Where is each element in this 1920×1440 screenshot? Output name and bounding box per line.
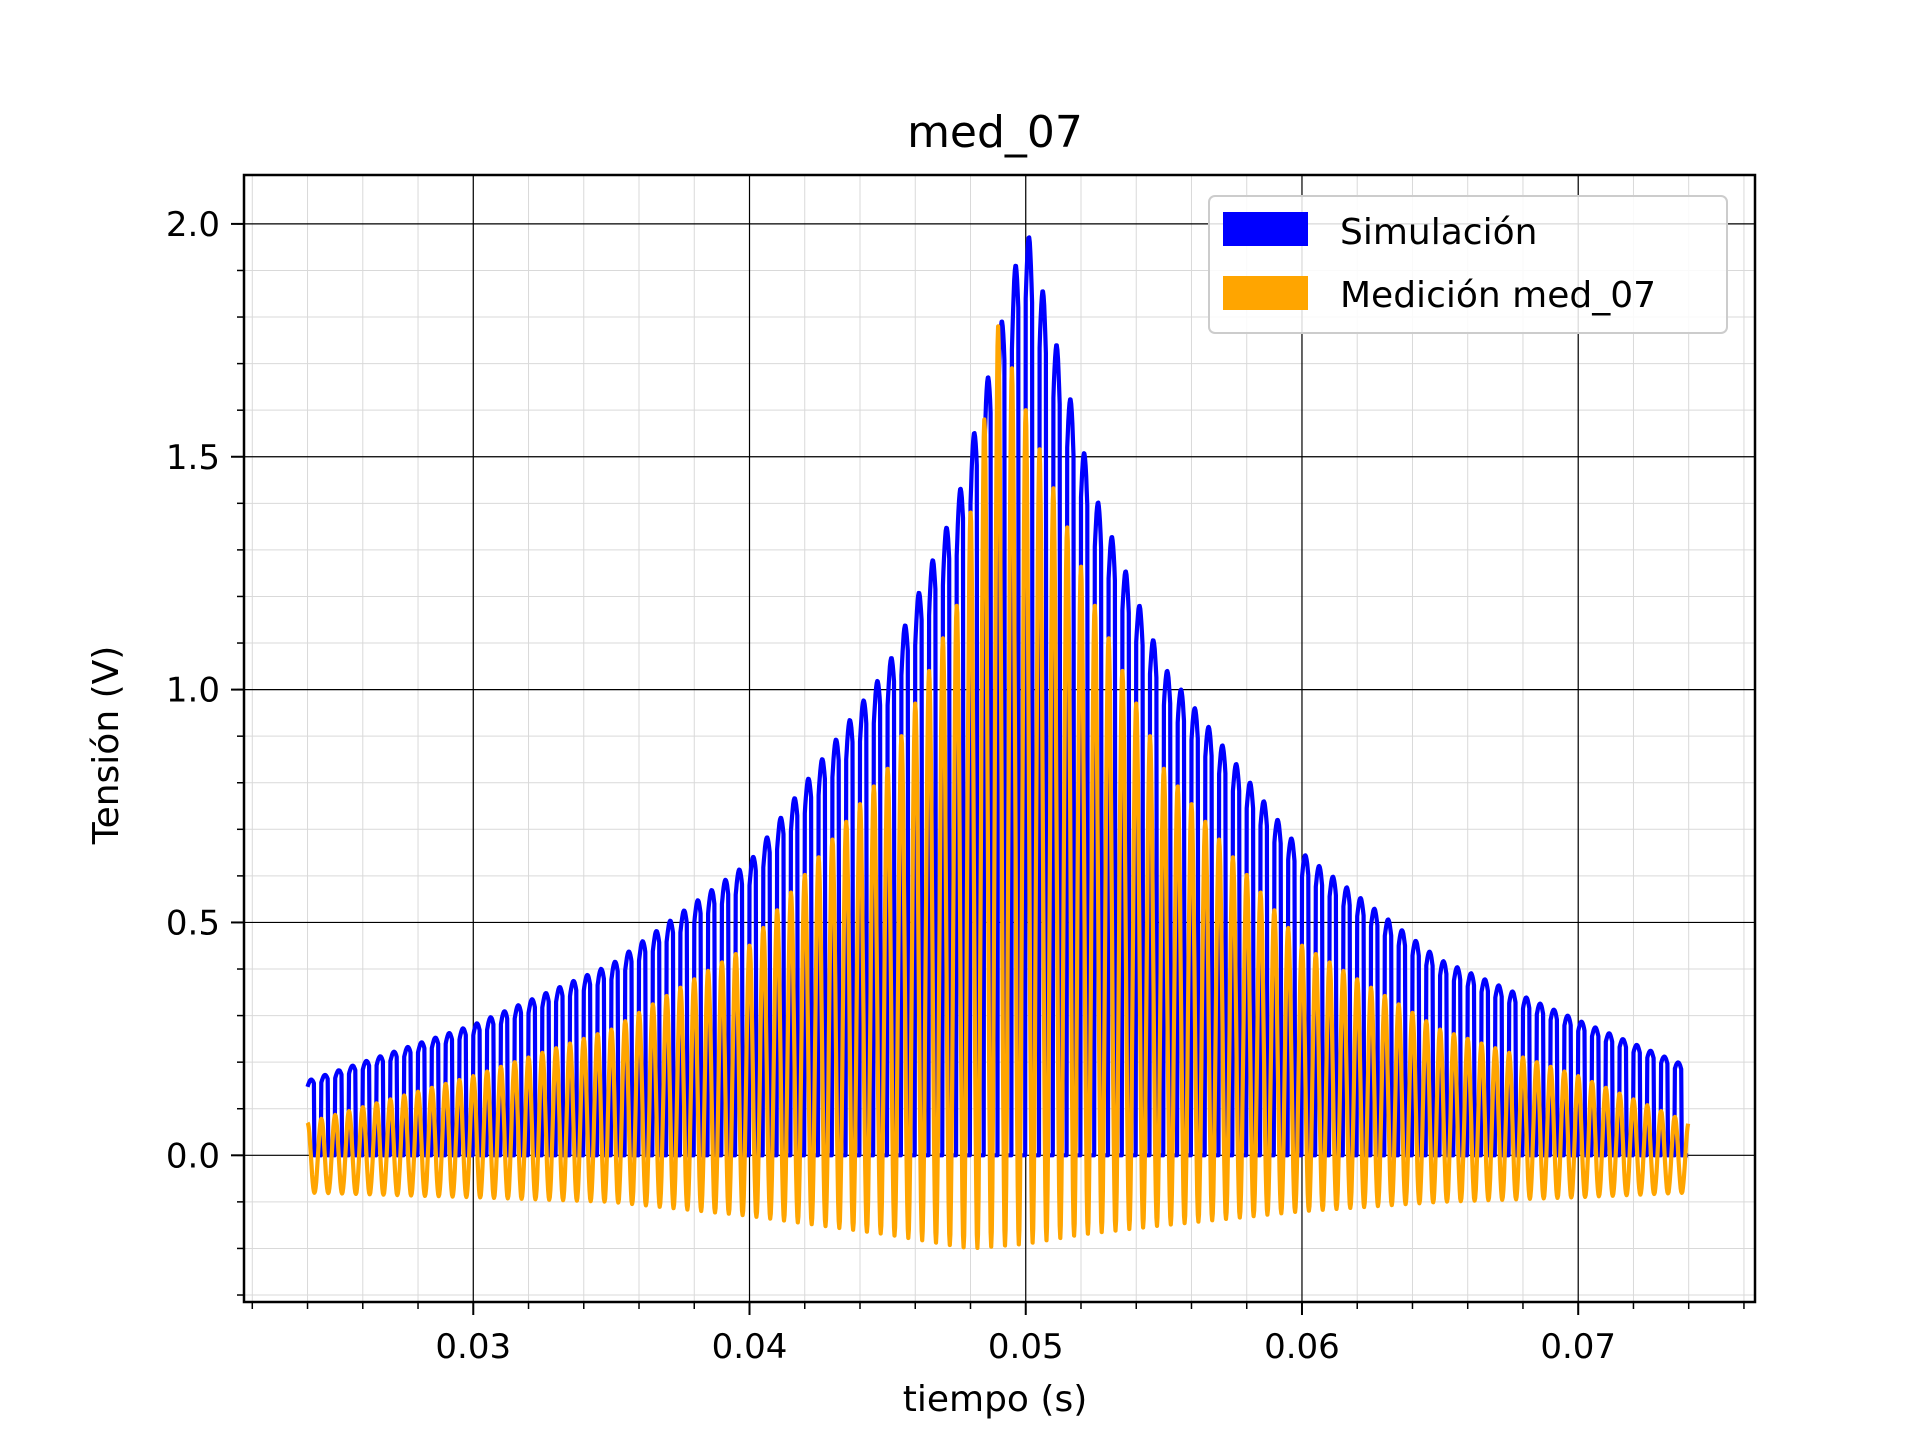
x-tick-label: 0.05	[988, 1327, 1064, 1367]
legend-swatch-simulacion	[1223, 212, 1308, 246]
axes-frame	[242, 173, 1757, 1304]
x-tick-label: 0.06	[1264, 1327, 1340, 1367]
y-tick-label: 2.0	[166, 205, 220, 245]
chart-title: med_07	[907, 107, 1083, 158]
y-tick-label: 0.0	[166, 1136, 220, 1176]
tick-labels: 0.03 0.04 0.05 0.06 0.07 0.0 0.5 1.0 1.5 2.0	[166, 205, 1616, 1367]
x-axis-label: tiempo (s)	[903, 1379, 1088, 1420]
legend-label-simulacion: Simulación	[1340, 212, 1537, 253]
legend-label-medicion: Medición med_07	[1340, 275, 1656, 316]
y-tick-label: 1.0	[166, 671, 220, 711]
x-tick-label: 0.04	[712, 1327, 788, 1367]
series-line-medicion	[305, 324, 1691, 1250]
axis-ticks	[231, 222, 1745, 1315]
y-tick-label: 0.5	[166, 903, 220, 943]
x-tick-label: 0.03	[435, 1327, 511, 1367]
legend-box	[1208, 195, 1728, 334]
plot-area	[305, 235, 1691, 1250]
legend: Simulación Medición med_07	[1208, 195, 1728, 334]
series-medicion	[305, 324, 1691, 1250]
x-tick-label: 0.07	[1540, 1327, 1616, 1367]
y-axis-label: Tensión (V)	[86, 646, 127, 846]
legend-swatch-medicion	[1223, 276, 1308, 310]
y-tick-label: 1.5	[166, 438, 220, 478]
